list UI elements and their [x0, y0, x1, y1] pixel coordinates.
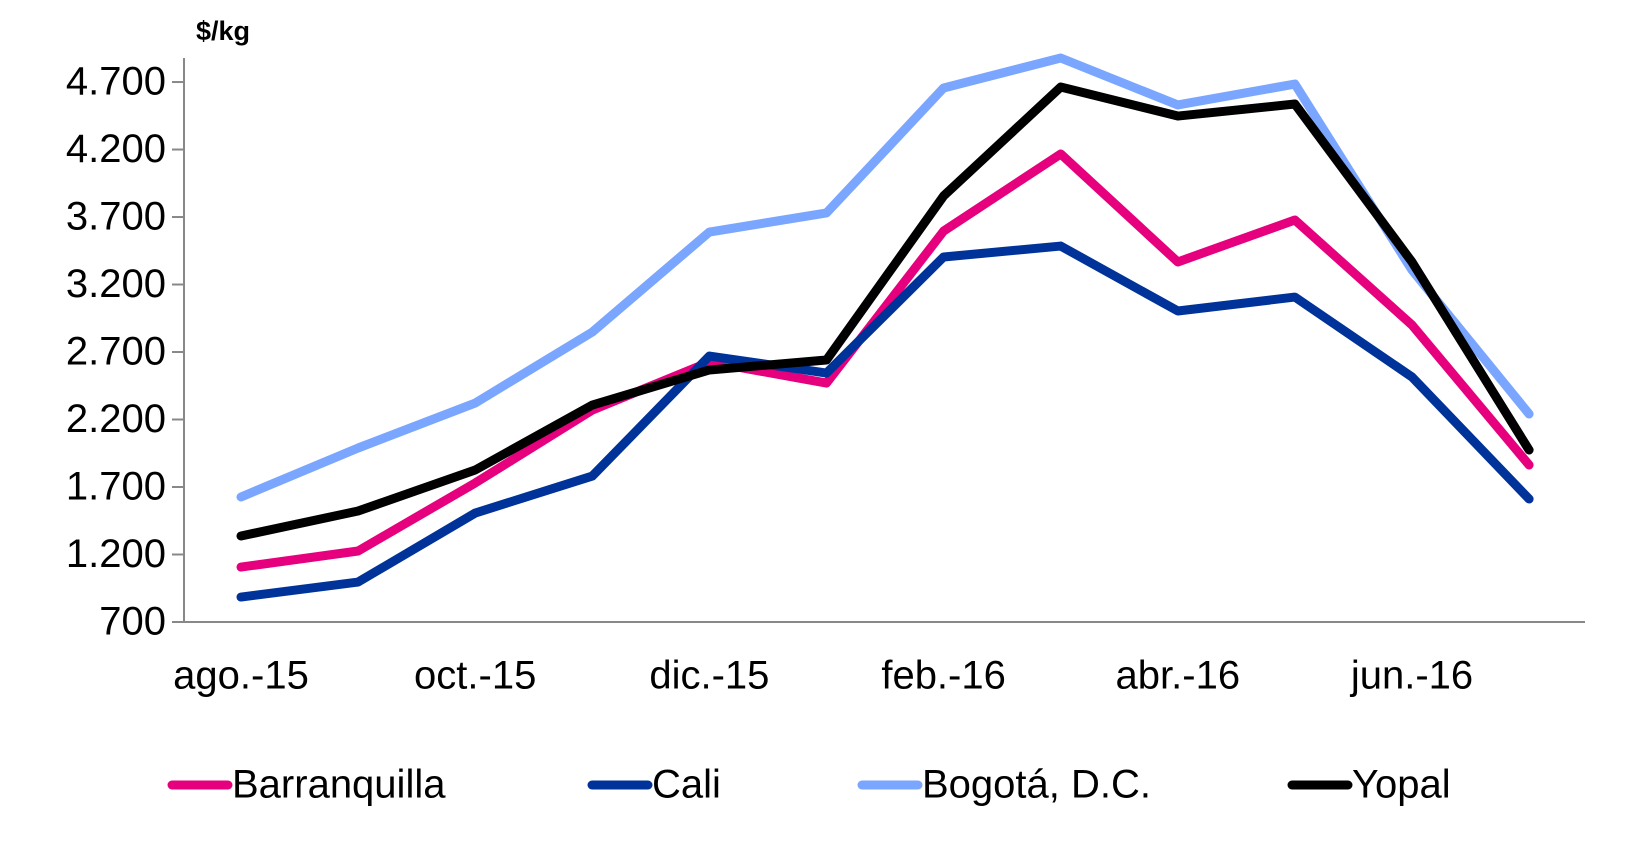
legend-label: Barranquilla: [232, 763, 446, 807]
legend-label: Cali: [652, 763, 721, 807]
legend-label: Yopal: [1352, 763, 1451, 807]
y-tick-label: 3.200: [66, 262, 166, 306]
series-line: [236, 82, 1534, 541]
x-tick-label: ago.-15: [173, 654, 309, 698]
y-tick-label: 2.200: [66, 397, 166, 441]
y-tick-label: 3.700: [66, 195, 166, 239]
x-tick-label: jun.-16: [1350, 654, 1473, 698]
y-tick-label: 1.200: [66, 532, 166, 576]
y-tick-label: 700: [99, 600, 166, 644]
series-line: [236, 53, 1534, 502]
legend-label: Bogotá, D.C.: [922, 763, 1151, 807]
series-line: [236, 149, 1534, 572]
y-tick-label: 1.700: [66, 465, 166, 509]
x-tick-label: oct.-15: [414, 654, 536, 698]
x-tick-label: dic.-15: [649, 654, 769, 698]
y-tick-label: 2.700: [66, 330, 166, 374]
x-tick-label: abr.-16: [1116, 654, 1241, 698]
y-tick-label: 4.700: [66, 60, 166, 104]
y-tick-label: 4.200: [66, 127, 166, 171]
y-axis-label: $/kg: [196, 16, 250, 46]
x-tick-label: feb.-16: [881, 654, 1006, 698]
series-line: [236, 241, 1534, 602]
